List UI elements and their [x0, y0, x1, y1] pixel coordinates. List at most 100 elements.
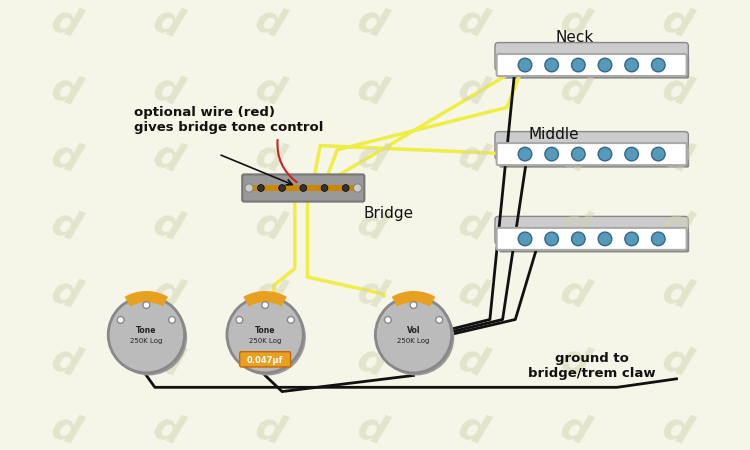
- Text: Neck: Neck: [556, 31, 594, 45]
- Text: d: d: [148, 68, 188, 113]
- Text: d: d: [352, 271, 391, 317]
- Text: 250K Log: 250K Log: [249, 338, 281, 344]
- Circle shape: [227, 297, 303, 373]
- Text: d: d: [250, 136, 289, 181]
- Circle shape: [353, 184, 362, 192]
- Circle shape: [108, 297, 184, 373]
- Text: d: d: [453, 136, 493, 181]
- Text: d: d: [453, 339, 493, 384]
- Text: d: d: [148, 136, 188, 181]
- Text: d: d: [46, 0, 86, 45]
- Text: d: d: [352, 407, 391, 450]
- Text: d: d: [148, 339, 188, 384]
- Text: d: d: [657, 136, 696, 181]
- Circle shape: [652, 232, 665, 246]
- Text: d: d: [250, 339, 289, 384]
- Circle shape: [143, 302, 150, 308]
- Text: d: d: [453, 203, 493, 249]
- Circle shape: [376, 297, 452, 373]
- Circle shape: [230, 299, 306, 375]
- Text: d: d: [555, 136, 594, 181]
- FancyBboxPatch shape: [495, 131, 688, 160]
- Text: d: d: [555, 271, 594, 317]
- Bar: [251, 184, 356, 191]
- Circle shape: [385, 316, 392, 323]
- Circle shape: [652, 58, 665, 72]
- Text: d: d: [453, 407, 493, 450]
- Circle shape: [117, 316, 124, 323]
- Text: d: d: [555, 0, 594, 45]
- Text: d: d: [250, 0, 289, 45]
- Circle shape: [244, 184, 254, 192]
- Circle shape: [572, 147, 585, 161]
- Circle shape: [572, 58, 585, 72]
- Text: d: d: [657, 339, 696, 384]
- Text: d: d: [352, 136, 391, 181]
- Text: d: d: [555, 407, 594, 450]
- FancyBboxPatch shape: [496, 54, 687, 76]
- FancyBboxPatch shape: [500, 230, 689, 252]
- FancyBboxPatch shape: [496, 143, 687, 165]
- Text: d: d: [352, 0, 391, 45]
- Circle shape: [598, 58, 612, 72]
- Circle shape: [545, 147, 559, 161]
- Circle shape: [257, 184, 264, 191]
- FancyBboxPatch shape: [500, 57, 689, 79]
- Text: d: d: [148, 407, 188, 450]
- Circle shape: [518, 232, 532, 246]
- Text: 250K Log: 250K Log: [398, 338, 430, 344]
- Text: d: d: [657, 407, 696, 450]
- FancyBboxPatch shape: [500, 146, 689, 168]
- Text: optional wire (red)
gives bridge tone control: optional wire (red) gives bridge tone co…: [134, 106, 323, 134]
- Text: d: d: [250, 271, 289, 317]
- FancyBboxPatch shape: [495, 216, 688, 244]
- Circle shape: [598, 232, 612, 246]
- Text: d: d: [657, 68, 696, 113]
- Text: d: d: [352, 203, 391, 249]
- Text: d: d: [250, 203, 289, 249]
- Circle shape: [625, 232, 638, 246]
- Text: d: d: [453, 68, 493, 113]
- Text: d: d: [46, 271, 86, 317]
- Circle shape: [410, 302, 417, 308]
- Text: d: d: [148, 271, 188, 317]
- Circle shape: [625, 147, 638, 161]
- Text: d: d: [657, 203, 696, 249]
- Text: d: d: [657, 0, 696, 45]
- Circle shape: [262, 302, 268, 308]
- Circle shape: [378, 299, 454, 375]
- Text: Bridge: Bridge: [363, 206, 413, 221]
- Circle shape: [111, 299, 187, 375]
- Circle shape: [572, 232, 585, 246]
- Circle shape: [545, 232, 559, 246]
- Circle shape: [321, 184, 328, 191]
- Text: d: d: [453, 0, 493, 45]
- Circle shape: [279, 184, 286, 191]
- Text: d: d: [555, 68, 594, 113]
- Circle shape: [652, 147, 665, 161]
- FancyBboxPatch shape: [495, 43, 688, 71]
- Text: d: d: [352, 68, 391, 113]
- Text: d: d: [352, 339, 391, 384]
- Text: d: d: [46, 136, 86, 181]
- Text: d: d: [250, 68, 289, 113]
- Text: d: d: [46, 407, 86, 450]
- Text: Vol: Vol: [406, 326, 420, 335]
- Circle shape: [436, 316, 442, 323]
- Text: d: d: [555, 203, 594, 249]
- Circle shape: [625, 58, 638, 72]
- Text: d: d: [657, 271, 696, 317]
- Circle shape: [518, 58, 532, 72]
- Circle shape: [300, 184, 307, 191]
- FancyBboxPatch shape: [240, 352, 290, 367]
- Text: Tone: Tone: [255, 326, 275, 335]
- Text: d: d: [148, 0, 188, 45]
- Text: d: d: [453, 271, 493, 317]
- Circle shape: [236, 316, 243, 323]
- Text: d: d: [46, 339, 86, 384]
- Text: Middle: Middle: [528, 127, 579, 142]
- Text: Tone: Tone: [136, 326, 157, 335]
- Text: d: d: [555, 339, 594, 384]
- Circle shape: [287, 316, 294, 323]
- Text: d: d: [46, 203, 86, 249]
